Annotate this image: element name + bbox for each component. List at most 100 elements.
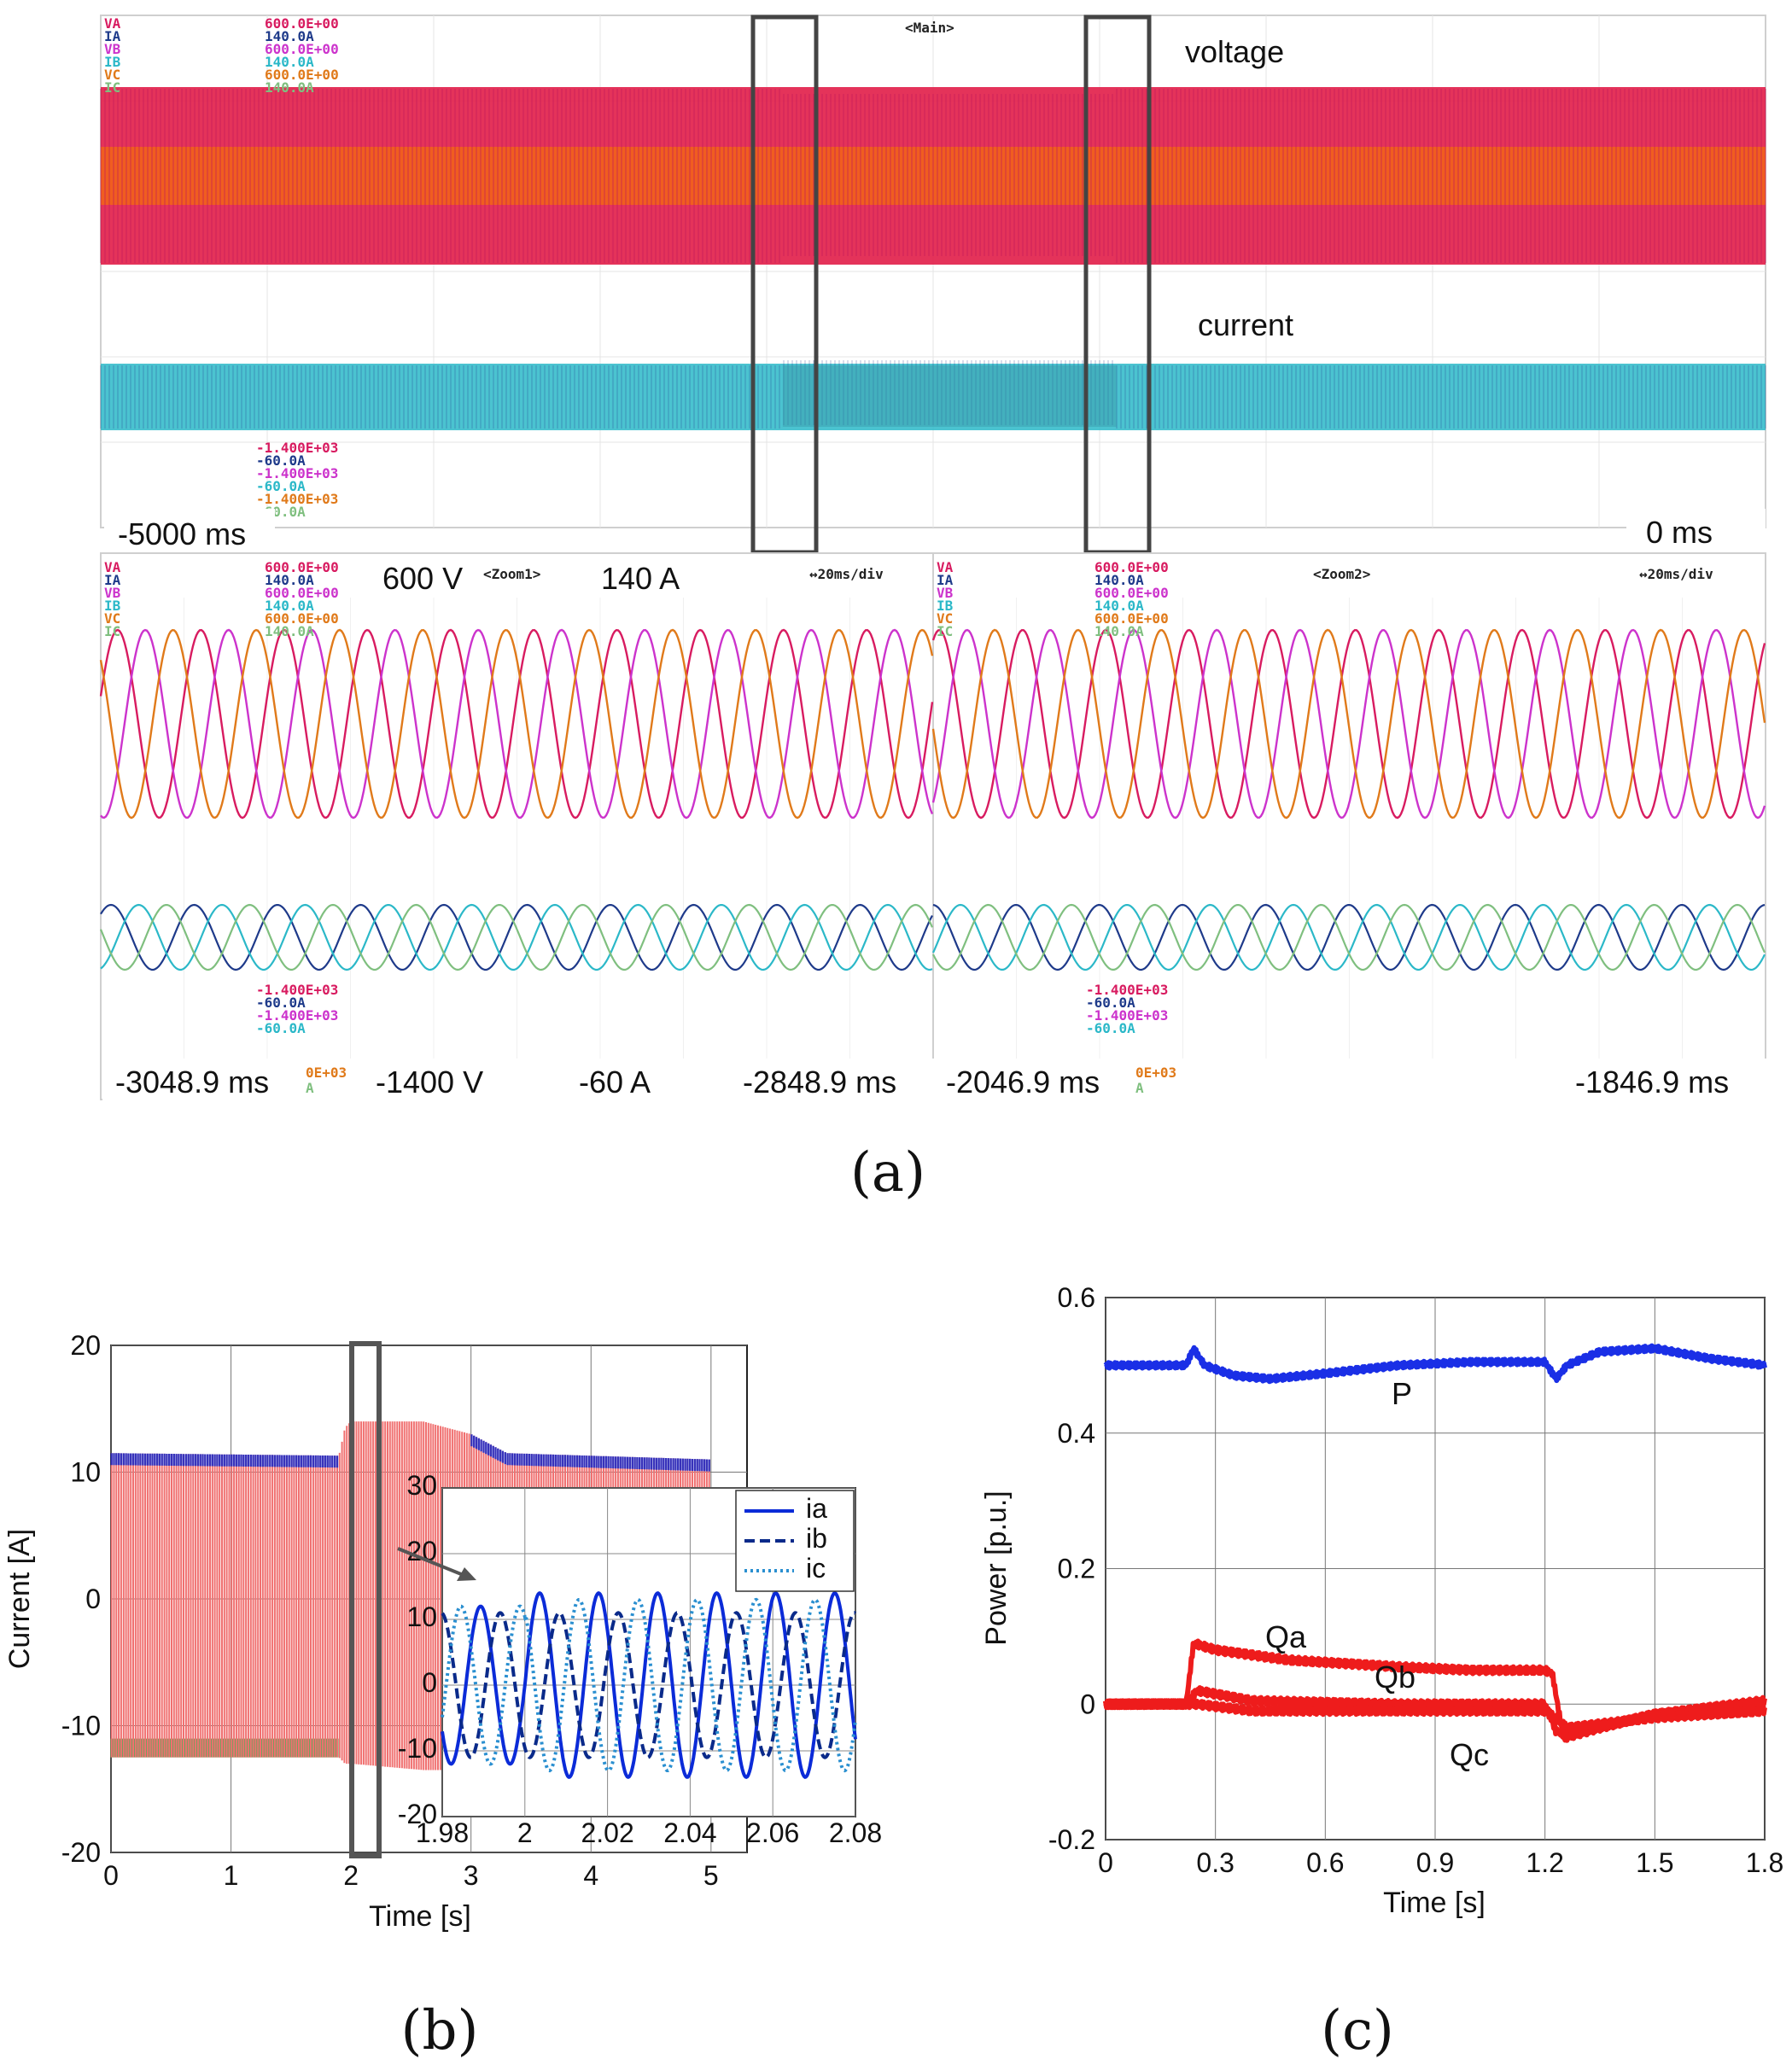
zoom2-scale-bottom-ic: A — [1135, 1080, 1144, 1096]
c-xtick-0.6: 0.6 — [1306, 1847, 1344, 1878]
panel-c-label: (c) — [1321, 1999, 1394, 2062]
b-ytick-10: 10 — [70, 1457, 101, 1488]
c-power-traces — [1103, 1343, 1767, 1743]
c-xtick-1.5: 1.5 — [1636, 1847, 1673, 1878]
current-band — [101, 364, 1766, 430]
zoom2-scale-top-ib: 140.0A — [1094, 598, 1144, 614]
voltage-label: voltage — [1185, 34, 1284, 69]
main-channel-vb: VB — [104, 41, 121, 57]
zoom1-scale-top-va: 600.0E+00 — [265, 559, 339, 575]
zoom1-scale-bottom-vc: 0E+03 — [306, 1065, 347, 1081]
b-xtick-4: 4 — [583, 1860, 598, 1891]
c-annot-P: P — [1392, 1376, 1412, 1411]
c-annot-Qc: Qc — [1450, 1737, 1489, 1772]
main-channel-va: VA — [104, 15, 121, 32]
zoom1-volt-scale: 600 V — [382, 561, 463, 596]
b-ytick--20: -20 — [61, 1837, 101, 1868]
zoom1-timebase: ↔20ms/div — [809, 566, 884, 582]
main-scale-top-ia: 140.0A — [265, 28, 314, 44]
c-xtick-0: 0 — [1098, 1847, 1113, 1878]
c-ytick-0.4: 0.4 — [1058, 1418, 1095, 1449]
c-xtick-1.8: 1.8 — [1746, 1847, 1783, 1878]
main-scale-labels-top: VA 600.0E+00 IA 140.0A VB 600.0E+00 IB 140.0A VC… — [104, 15, 339, 96]
b-zoom-highlight — [349, 1341, 382, 1858]
inset-xtick-1.98: 1.98 — [416, 1817, 469, 1848]
zoom2-scale-top-vb: 600.0E+00 — [1094, 585, 1169, 601]
inset-ytick-10: 10 — [406, 1601, 437, 1632]
zoom1-header: <Zoom1> — [483, 566, 540, 582]
zoom2-channel-vb: VB — [937, 585, 954, 601]
c-xtick-0.3: 0.3 — [1196, 1847, 1234, 1878]
zoom1-scale-bottom-3: -60.0A — [256, 1020, 306, 1036]
zoom1-channel-va: VA — [104, 559, 121, 575]
zoom2-channel-ib: IB — [937, 598, 954, 614]
zoom1-scale-top-ia: 140.0A — [265, 572, 314, 588]
b-xtick-2: 2 — [343, 1860, 359, 1891]
inset-ytick--20: -20 — [398, 1799, 437, 1829]
main-x-end: 0 ms — [1646, 515, 1713, 550]
zoom1-amp-min: -60 A — [579, 1065, 651, 1100]
b-ytick-20: 20 — [70, 1330, 101, 1361]
main-channel-vc: VC — [104, 67, 120, 83]
inset-ytick--10: -10 — [398, 1733, 437, 1764]
c-annot-Qb: Qb — [1375, 1660, 1416, 1695]
zoom2-scale-top-ia: 140.0A — [1094, 572, 1144, 588]
c-xtick-0.9: 0.9 — [1416, 1847, 1454, 1878]
inset-arrow-line — [397, 1547, 466, 1578]
zoom1-channel-ib: IB — [104, 598, 121, 614]
c-ylabel: Power [p.u.] — [980, 1490, 1013, 1645]
zoom2-x-start: -2046.9 ms — [946, 1065, 1100, 1100]
zoom1-scale-top-ib: 140.0A — [265, 598, 314, 614]
zoom1-scale-labels: VA 600.0E+00 IA 140.0A VB 600.0E+00 IB 140.0A VC… — [104, 559, 339, 1036]
panel-c-power-plot: 0 0.3 0.6 0.9 1.2 1.5 1.8-0.200.20.40.6 P Qa Q… — [980, 1282, 1783, 2062]
b-xlabel: Time [s] — [369, 1900, 471, 1933]
b-ytick-0: 0 — [85, 1584, 101, 1614]
zoom1-traces-current-phase-3 — [99, 903, 934, 971]
zoom2-scale-top-va: 600.0E+00 — [1094, 559, 1169, 575]
main-channel-ib: IB — [104, 54, 121, 70]
inset-xtick-2.08: 2.08 — [829, 1817, 882, 1848]
inset-xtick-2.06: 2.06 — [746, 1817, 799, 1848]
main-header: <Main> — [905, 20, 954, 36]
zoom2-scale-bottom-2: -1.400E+03 — [1086, 1007, 1168, 1024]
c-ytick-0: 0 — [1080, 1689, 1095, 1719]
c-ytick-0.6: 0.6 — [1058, 1282, 1095, 1313]
zoom2-channel-va: VA — [937, 559, 954, 575]
main-channel-ia: IA — [104, 28, 121, 44]
zoom2-traces-voltage-phase-3 — [931, 628, 1766, 820]
zoom1-scale-bottom-2: -1.400E+03 — [256, 1007, 338, 1024]
zoom2-channel-ic: IC — [937, 623, 953, 639]
zoom1-traces-voltage-phase-3 — [99, 628, 934, 820]
zoom1-traces-current-phase-2 — [100, 903, 933, 971]
zoom1-channel-vc: VC — [104, 610, 120, 627]
zoom1-channel-ic: IC — [104, 623, 120, 639]
c-series-P — [1103, 1343, 1767, 1385]
main-scale-bottom-ia: -60.0A — [256, 452, 306, 469]
c-ytick--0.2: -0.2 — [1048, 1824, 1095, 1855]
c-xtick-1.2: 1.2 — [1526, 1847, 1563, 1878]
c-grid — [1105, 1297, 1766, 1840]
inset-legend-label-ia: ia — [806, 1493, 827, 1524]
zoom1-x-start: -3048.9 ms — [115, 1065, 269, 1100]
zoom1-volt-min: -1400 V — [376, 1065, 483, 1100]
zoom1-scale-top-vc: 600.0E+00 — [265, 610, 339, 627]
inset-legend-label-ib: ib — [806, 1523, 827, 1554]
zoom1-traces-current-phase-1 — [100, 903, 933, 971]
zoom2-timebase: ↔20ms/div — [1639, 566, 1713, 582]
b-xtick-3: 3 — [464, 1860, 479, 1891]
main-scale-top-vb: 600.0E+00 — [265, 41, 339, 57]
inset-ytick-30: 30 — [406, 1470, 437, 1501]
zoom1-amp-scale: 140 A — [601, 561, 680, 596]
main-scale-bottom-vc: -1.400E+03 — [256, 491, 338, 507]
inset-legend-label-ic: ic — [806, 1553, 826, 1584]
zoom2-header: <Zoom2> — [1313, 566, 1370, 582]
c-xlabel: Time [s] — [1383, 1887, 1486, 1919]
c-annot-Qa: Qa — [1265, 1619, 1307, 1654]
zoom2-traces-voltage-phase-1 — [931, 628, 1766, 820]
zoom2-scale-labels: VA 600.0E+00 IA 140.0A VB 600.0E+00 IB 140.0A VC… — [937, 559, 1169, 1036]
b-xtick-0: 0 — [103, 1860, 119, 1891]
current-fault-region — [782, 365, 1117, 427]
